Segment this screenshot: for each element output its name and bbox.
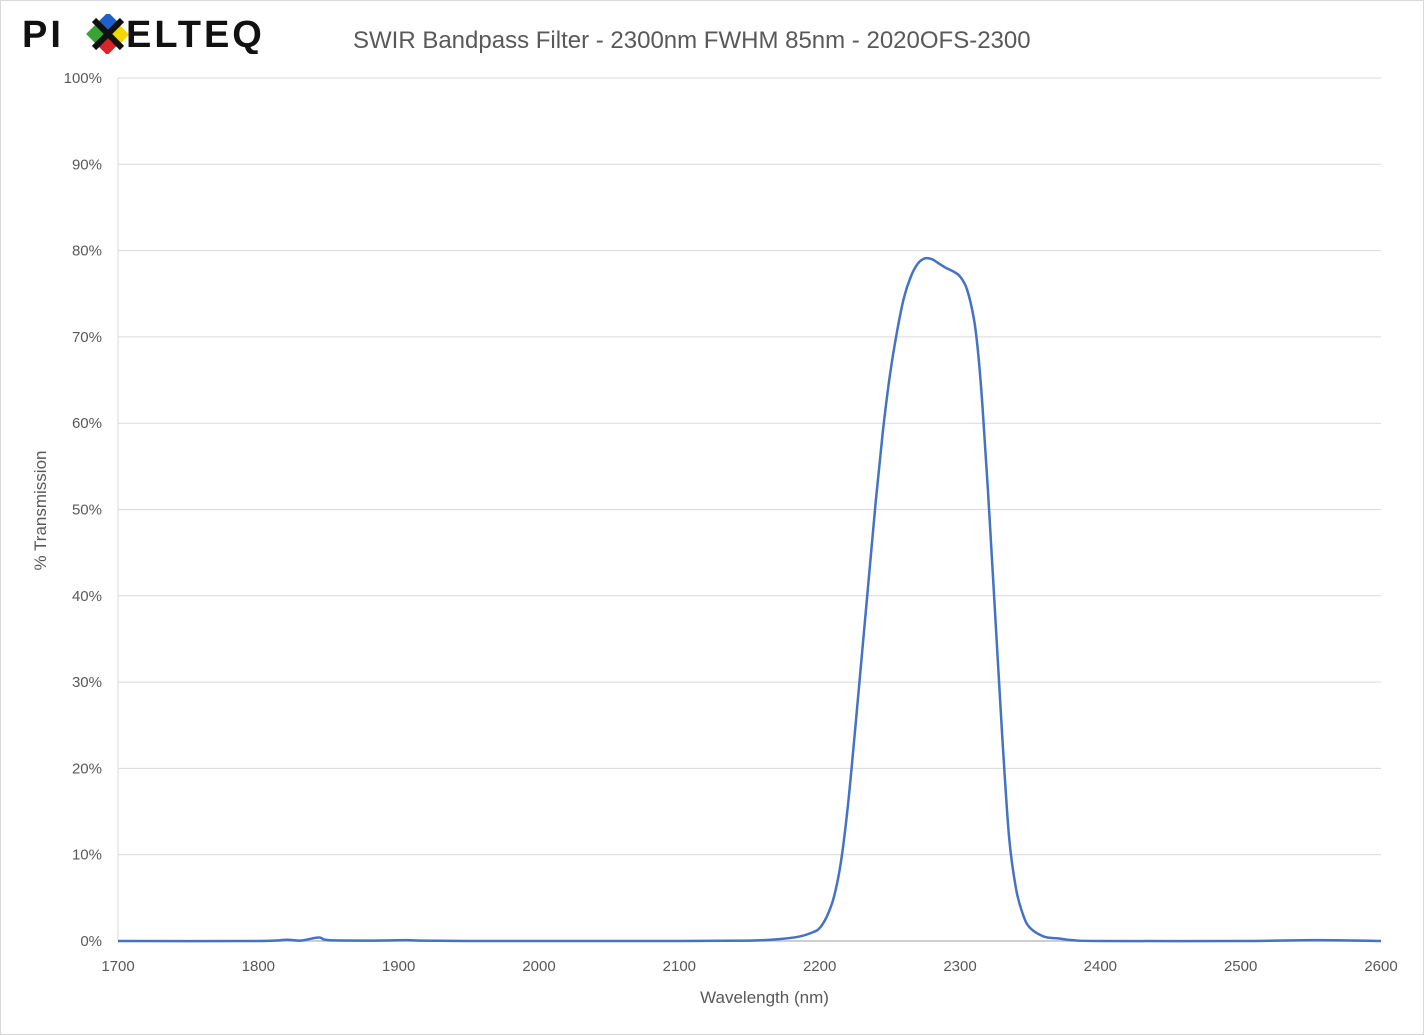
y-tick-label: 60% — [72, 415, 102, 432]
svg-text:PI: PI — [22, 14, 64, 54]
x-tick-label: 2000 — [522, 958, 555, 975]
x-tick-label: 1900 — [382, 958, 415, 975]
series-line-transmission — [117, 256, 1382, 943]
y-tick-label: 0% — [80, 933, 102, 950]
y-axis-label: % Transmission — [31, 451, 50, 571]
x-tick-label: 1800 — [242, 958, 275, 975]
y-tick-label: 10% — [72, 847, 102, 864]
x-tick-label: 2400 — [1084, 958, 1117, 975]
x-tick-label: 2300 — [943, 958, 976, 975]
svg-text:ELTEQ: ELTEQ — [126, 14, 265, 54]
y-tick-label: 70% — [72, 329, 102, 346]
x-tick-label: 2600 — [1364, 958, 1397, 975]
y-tick-label: 80% — [72, 243, 102, 260]
pixelteq-logo: PI ELTEQ — [22, 14, 265, 54]
y-tick-label: 90% — [72, 156, 102, 173]
x-tick-label: 2200 — [803, 958, 836, 975]
x-tick-label: 2100 — [663, 958, 696, 975]
y-tick-label: 40% — [72, 588, 102, 605]
y-tick-label: 30% — [72, 674, 102, 691]
y-tick-label: 100% — [64, 70, 102, 87]
chart-title: SWIR Bandpass Filter - 2300nm FWHM 85nm … — [353, 27, 1031, 54]
y-tick-label: 50% — [72, 502, 102, 519]
x-tick-label: 2500 — [1224, 958, 1257, 975]
x-axis-label: Wavelength (nm) — [700, 988, 829, 1007]
y-tick-label: 20% — [72, 760, 102, 777]
x-tick-label: 1700 — [101, 958, 134, 975]
